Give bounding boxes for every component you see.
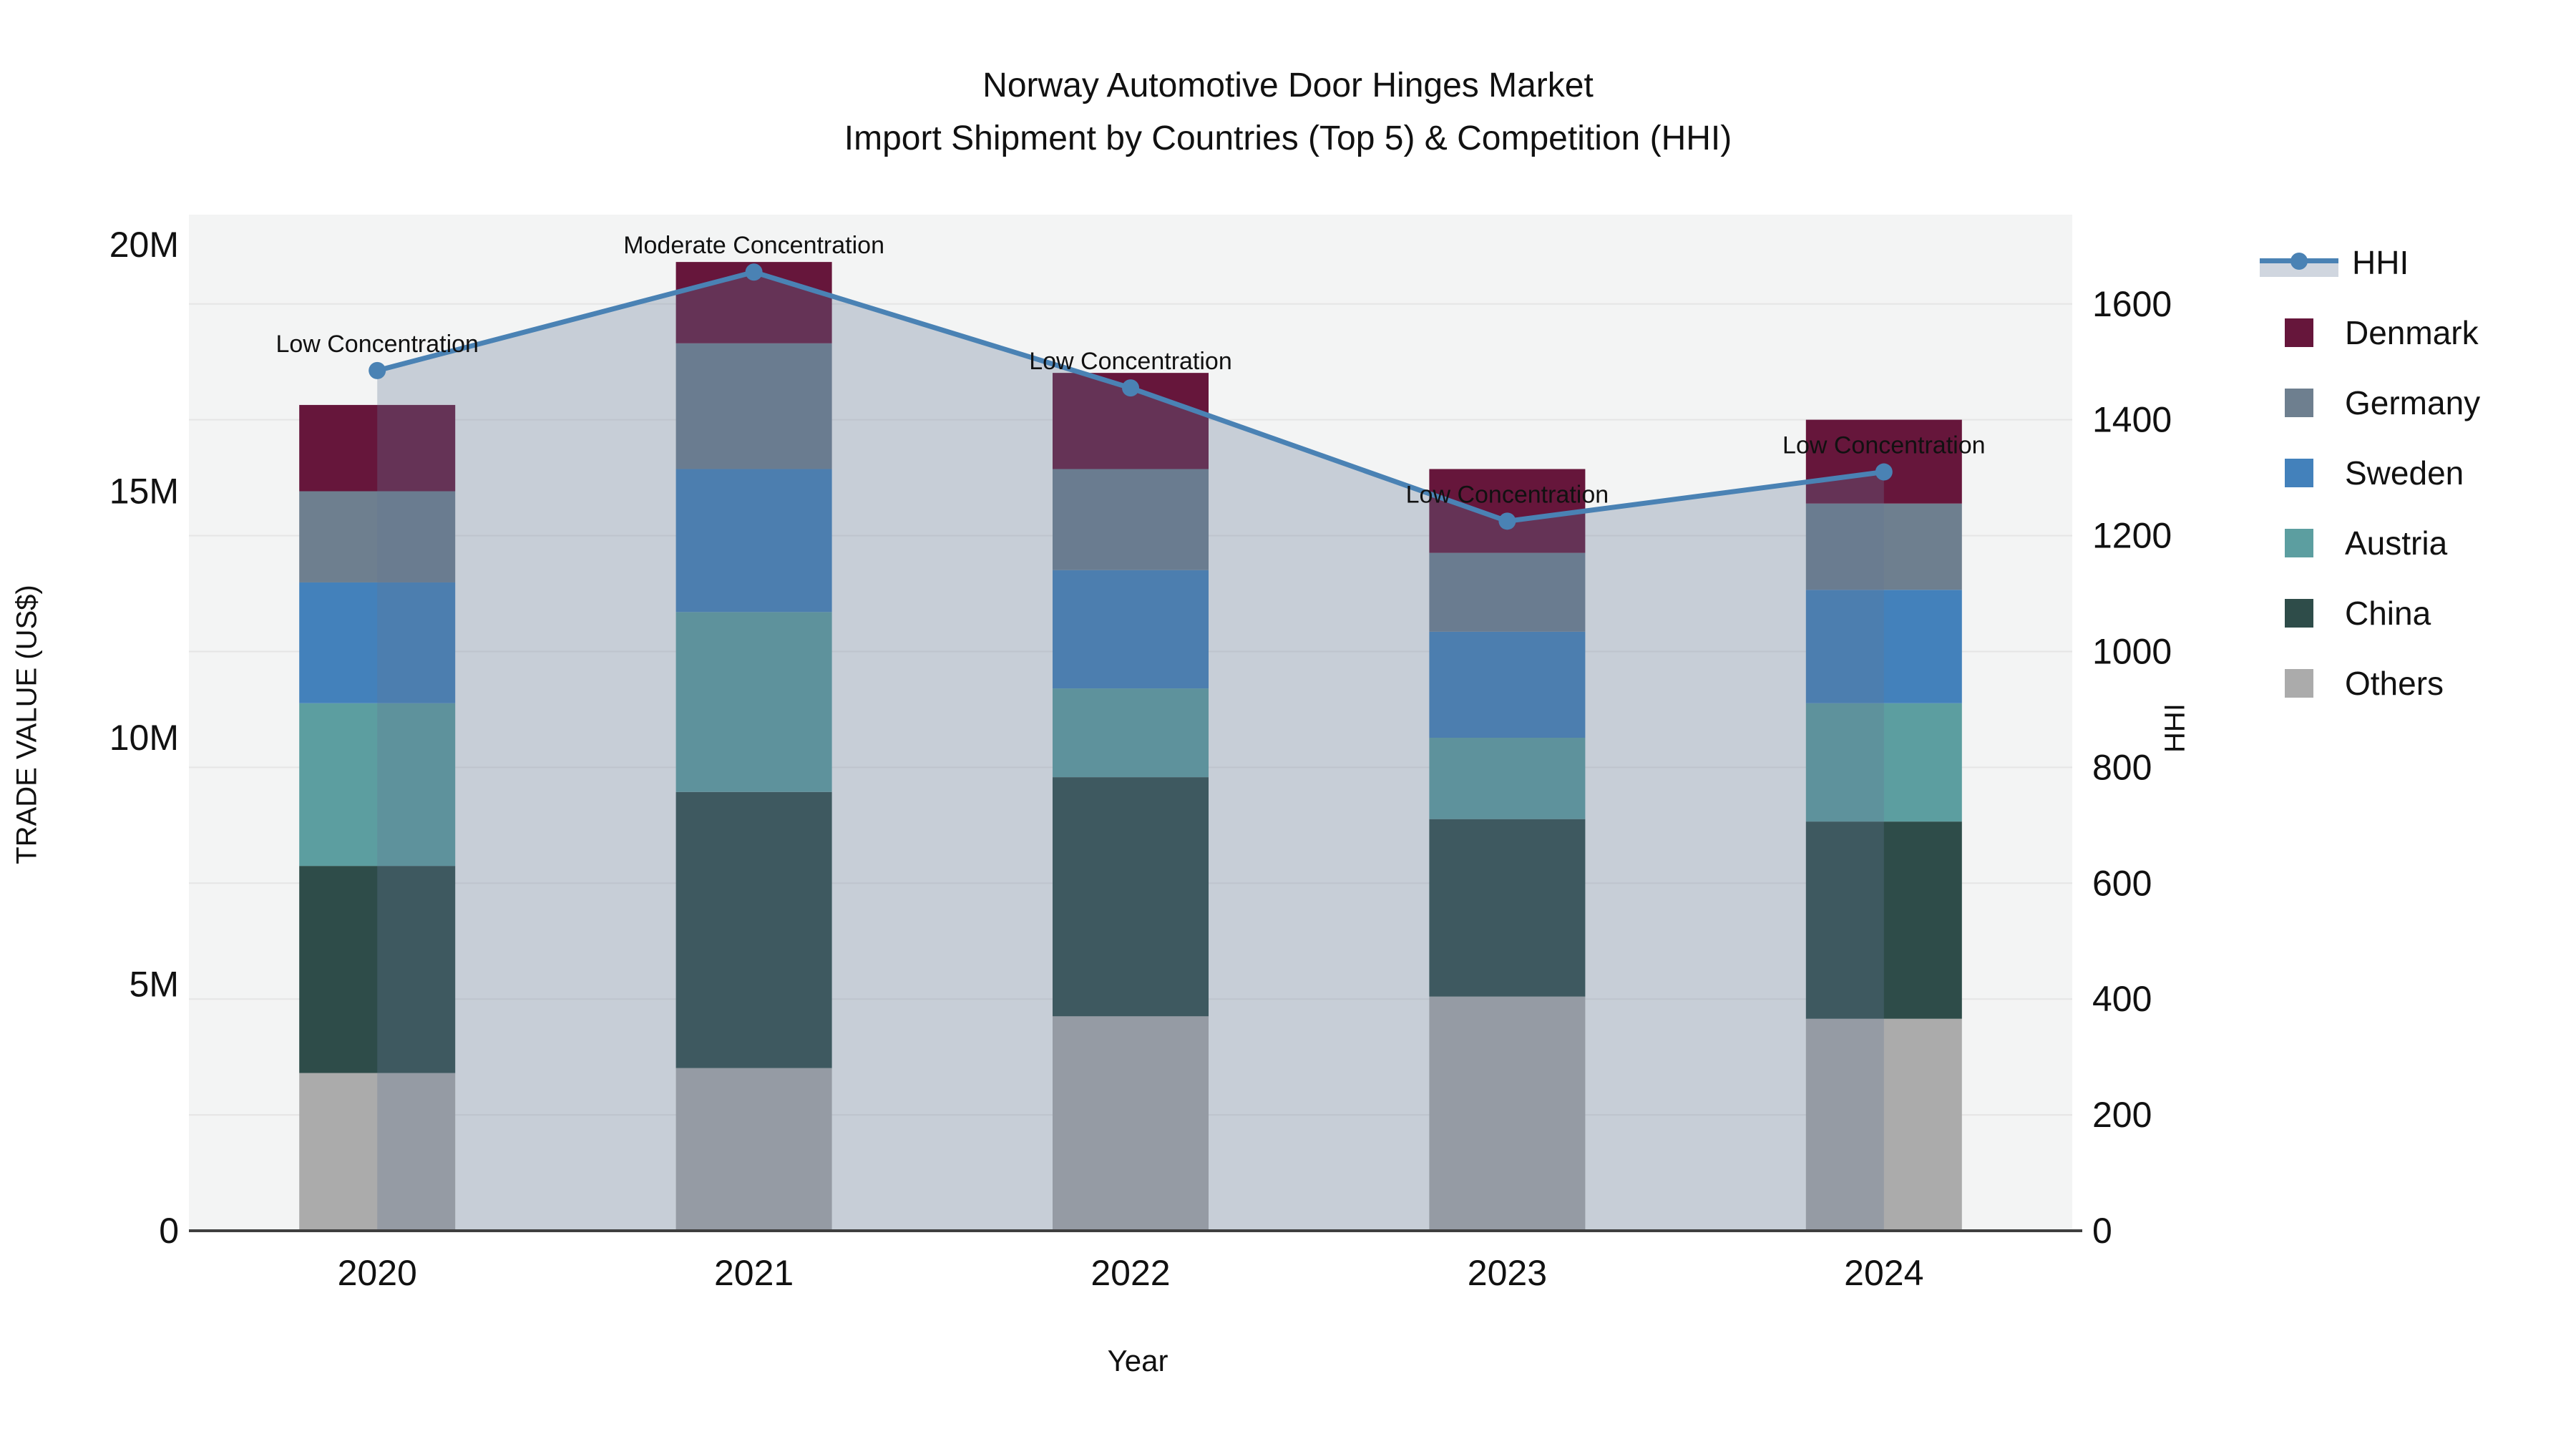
x-tick-label: 2024	[1844, 1253, 1923, 1293]
legend-label: China	[2345, 595, 2431, 632]
x-tick-label: 2020	[338, 1253, 417, 1293]
hhi-marker-2020	[369, 361, 386, 379]
y-right-tick-label: 1200	[2092, 516, 2172, 556]
legend-label: Germany	[2345, 384, 2481, 421]
legend-label: HHI	[2352, 244, 2409, 281]
hhi-area-swatch	[2260, 263, 2338, 277]
y-left-tick-label: 10M	[109, 718, 179, 758]
x-tick-label: 2021	[714, 1253, 794, 1293]
bar-segment-sweden-2021	[675, 469, 832, 613]
bar-segment-china-2024	[1805, 821, 1962, 1019]
bar-segment-sweden-2020	[299, 582, 456, 703]
bar-segment-germany-2021	[675, 343, 832, 469]
legend-label: Others	[2345, 665, 2444, 702]
y-axis-left-title: TRADE VALUE (US$)	[11, 585, 43, 864]
legend-item-germany[interactable]: Germany	[2222, 368, 2572, 438]
bar-segment-germany-2024	[1805, 503, 1962, 590]
bar-segment-germany-2023	[1429, 552, 1586, 632]
bar-segment-austria-2020	[299, 703, 456, 867]
y-right-tick-label: 200	[2092, 1095, 2152, 1135]
y-left-tick-label: 20M	[109, 225, 179, 265]
bar-segment-china-2023	[1429, 819, 1586, 997]
y-right-tick-label: 800	[2092, 747, 2152, 787]
bar-segment-denmark-2024	[1805, 419, 1962, 504]
austria-color-swatch	[2285, 529, 2313, 557]
bar-segment-austria-2024	[1805, 703, 1962, 822]
bar-segment-austria-2021	[675, 612, 832, 792]
x-tick-label: 2022	[1091, 1253, 1170, 1293]
y-right-tick-label: 1400	[2092, 400, 2172, 440]
denmark-color-swatch	[2285, 318, 2313, 347]
y-right-tick-label: 1600	[2092, 284, 2172, 324]
chart-title-line2: Import Shipment by Countries (Top 5) & C…	[844, 119, 1732, 157]
bar-segment-germany-2020	[299, 491, 456, 582]
y-left-tick-label: 0	[159, 1211, 179, 1251]
chart-title-line1: Norway Automotive Door Hinges Market	[982, 67, 1594, 104]
bar-segment-others-2024	[1805, 1018, 1962, 1231]
hhi-line-icon	[2260, 247, 2338, 278]
bar-segment-china-2022	[1053, 777, 1209, 1017]
y-left-tick-label: 5M	[130, 965, 179, 1005]
legend-label: Sweden	[2345, 454, 2464, 492]
china-color-swatch	[2285, 599, 2313, 628]
bar-segment-austria-2023	[1429, 738, 1586, 819]
bar-segment-sweden-2024	[1805, 590, 1962, 703]
sweden-color-swatch	[2285, 459, 2313, 487]
legend: HHI Denmark Germany Sweden Austria China Other…	[2222, 228, 2572, 718]
hhi-marker-2024	[1875, 463, 1893, 481]
hhi-marker-2021	[745, 263, 763, 281]
bar-segment-austria-2022	[1053, 688, 1209, 778]
x-axis-title: Year	[1107, 1344, 1169, 1377]
legend-label: Denmark	[2345, 314, 2479, 351]
bar-segment-others-2021	[675, 1068, 832, 1231]
annotation-2021: Moderate Concentration	[623, 232, 884, 259]
y-right-tick-label: 600	[2092, 863, 2152, 903]
y-right-tick-label: 0	[2092, 1211, 2112, 1251]
bar-segment-china-2021	[675, 791, 832, 1068]
others-color-swatch	[2285, 669, 2313, 698]
legend-item-austria[interactable]: Austria	[2222, 508, 2572, 578]
y-axis-right-title: HHI	[2159, 703, 2191, 753]
bar-segment-denmark-2020	[299, 404, 456, 492]
legend-label: Austria	[2345, 525, 2448, 562]
bar-segment-others-2023	[1429, 996, 1586, 1231]
annotation-2024: Low Concentration	[1782, 432, 1986, 459]
legend-item-others[interactable]: Others	[2222, 648, 2572, 718]
hhi-marker-2023	[1498, 512, 1516, 530]
germany-color-swatch	[2285, 389, 2313, 417]
hhi-marker-2022	[1122, 379, 1139, 397]
annotation-2020: Low Concentration	[275, 331, 479, 358]
bar-segment-china-2020	[299, 866, 456, 1073]
bar-segment-sweden-2022	[1053, 570, 1209, 689]
bar-segment-others-2020	[299, 1073, 456, 1231]
legend-item-hhi[interactable]: HHI	[2222, 228, 2572, 298]
bar-segment-denmark-2023	[1429, 469, 1586, 553]
y-left-tick-label: 15M	[109, 472, 179, 512]
legend-item-china[interactable]: China	[2222, 578, 2572, 648]
annotation-2023: Low Concentration	[1406, 481, 1609, 508]
bar-segment-others-2022	[1053, 1016, 1209, 1231]
x-tick-label: 2023	[1468, 1253, 1547, 1293]
y-right-tick-label: 1000	[2092, 631, 2172, 671]
legend-item-sweden[interactable]: Sweden	[2222, 438, 2572, 508]
y-right-tick-label: 400	[2092, 979, 2152, 1019]
legend-item-denmark[interactable]: Denmark	[2222, 298, 2572, 368]
bar-segment-germany-2022	[1053, 469, 1209, 570]
annotation-2022: Low Concentration	[1029, 348, 1232, 375]
hhi-marker-swatch	[2290, 253, 2308, 270]
hhi-area-fill	[377, 272, 1884, 1231]
bar-segment-sweden-2023	[1429, 631, 1586, 738]
